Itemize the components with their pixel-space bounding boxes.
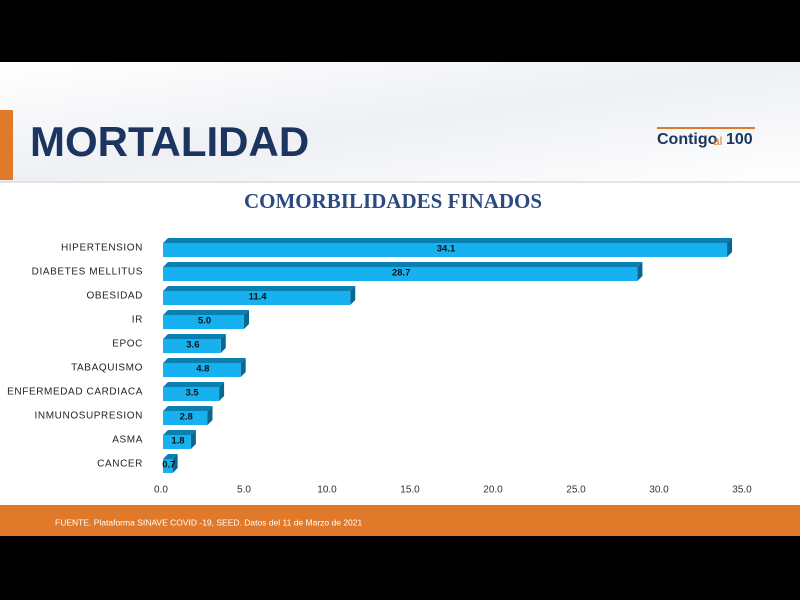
bar-side [727, 238, 733, 257]
footer-source: FUENTE. Plataforma SINAVE COVID -19, SEE… [55, 517, 363, 527]
bar-top [163, 358, 246, 363]
bar-top [163, 238, 733, 243]
bar [163, 459, 173, 473]
bar [163, 339, 221, 353]
y-tick-label: ASMA [112, 435, 143, 446]
y-tick-label: DIABETES MELLITUS [32, 267, 143, 278]
footer-bg [0, 505, 800, 536]
bar-side [190, 430, 196, 449]
letterbox-bottom [0, 536, 800, 600]
x-tick-label: 20.0 [483, 485, 503, 496]
bar-top [163, 262, 643, 267]
bar-side [240, 358, 246, 377]
bar [163, 435, 191, 449]
value-label: 1.8 [171, 436, 184, 447]
x-tick-label: 35.0 [732, 485, 752, 496]
bar [163, 411, 208, 425]
value-label: 2.8 [180, 412, 193, 423]
bar [163, 387, 220, 401]
bar-top [163, 310, 249, 315]
value-label: 28.7 [392, 268, 411, 279]
bar-top [163, 406, 213, 411]
x-tick-label: 30.0 [649, 485, 669, 496]
y-tick-label: ENFERMEDAD CARDIACA [7, 387, 143, 398]
y-tick-label: EPOC [112, 339, 143, 350]
bar-top [163, 382, 225, 387]
bar-top [163, 430, 196, 435]
bar-side [637, 262, 643, 281]
x-tick-label: 25.0 [566, 485, 586, 496]
bar-side [220, 334, 226, 353]
x-tick-label: 5.0 [237, 485, 251, 496]
y-tick-label: INMUNOSUPRESION [35, 411, 143, 422]
bar-top [163, 286, 356, 291]
bar [163, 291, 351, 305]
value-label: 5.0 [198, 316, 211, 327]
y-tick-label: CANCER [97, 459, 143, 470]
x-tick-label: 0.0 [154, 485, 168, 496]
y-tick-label: IR [132, 315, 143, 326]
value-label: 34.1 [437, 244, 456, 255]
logo-word: Contigo [657, 131, 718, 148]
logo-small: al [713, 134, 722, 148]
y-tick-label: HIPERTENSION [61, 243, 143, 254]
bar-side [219, 382, 225, 401]
x-tick-label: 10.0 [317, 485, 337, 496]
header-bg [0, 62, 800, 182]
bar-top [163, 334, 226, 339]
value-label: 4.8 [196, 364, 209, 375]
y-tick-label: OBESIDAD [87, 291, 143, 302]
value-label: 0.7 [162, 460, 175, 471]
chart-title: COMORBILIDADES FINADOS [244, 189, 542, 213]
bar-side [207, 406, 213, 425]
bar-side [172, 454, 178, 473]
bar-top [163, 454, 178, 459]
x-tick-label: 15.0 [400, 485, 420, 496]
y-tick-label: TABAQUISMO [71, 363, 143, 374]
plot: 0.0 5.0 10.0 15.0 20.0 25.0 30.0 35.0 HIPERTENSI… [7, 238, 752, 496]
bar [163, 243, 728, 257]
page-title: MORTALIDAD [30, 118, 309, 165]
value-label: 3.6 [186, 340, 199, 351]
bar [163, 315, 244, 329]
bar [163, 267, 638, 281]
value-label: 11.4 [249, 292, 268, 303]
bar [163, 363, 241, 377]
logo-number: 100 [726, 131, 753, 148]
value-label: 3.5 [185, 388, 199, 399]
bar-side [244, 310, 249, 329]
accent-bar [0, 110, 13, 180]
letterbox-top [0, 0, 800, 62]
bar-side [350, 286, 356, 305]
